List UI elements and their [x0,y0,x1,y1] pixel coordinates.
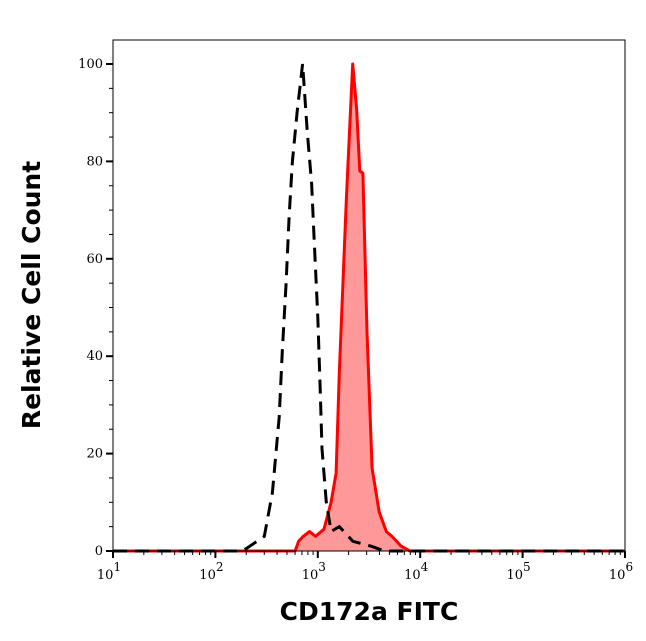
axis-layer: 0 20 40 60 80 100 101 102 103 104 105 106 [78,57,633,583]
y-tick-label: 40 [86,349,103,364]
y-tick-label: 100 [78,57,103,72]
y-axis-title: Relative Cell Count [17,161,46,429]
y-tick-label: 60 [86,252,103,267]
x-tick-label: 102 [199,560,223,583]
y-tick-label: 0 [95,544,103,559]
y-tick-label: 20 [86,447,103,462]
control-histogram-dashed-line [113,63,625,553]
x-tick-label: 104 [404,560,429,583]
y-tick-label: 80 [86,154,103,169]
plot-frame [112,39,626,552]
stained-histogram-line [113,62,625,553]
x-axis-title: CD172a FITC [280,597,459,626]
stained-histogram-fill [113,64,625,551]
x-tick-label: 105 [507,560,531,583]
x-tick-label: 101 [97,560,121,583]
x-tick-label: 103 [302,560,326,583]
x-tick-label: 106 [609,560,633,583]
series-layer [113,62,625,553]
